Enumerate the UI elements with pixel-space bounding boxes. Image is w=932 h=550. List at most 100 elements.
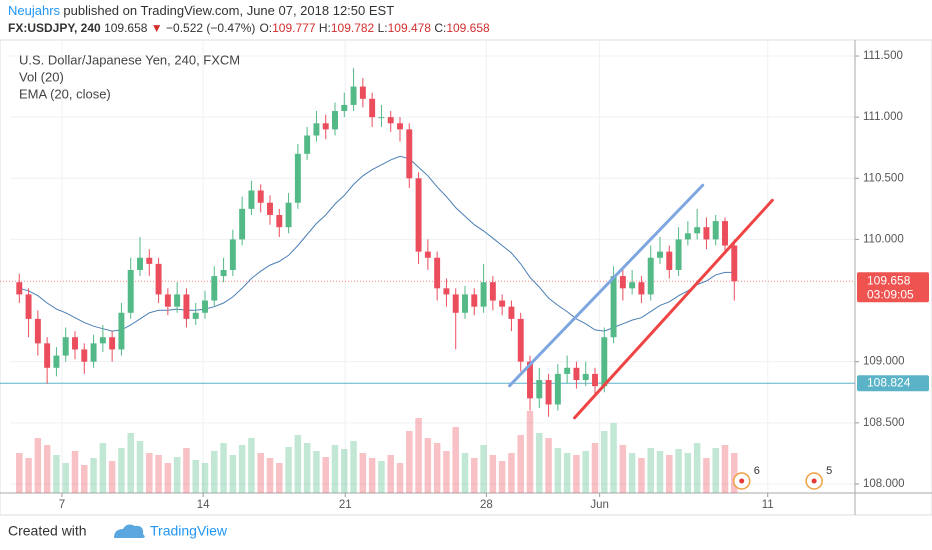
x-tick-label: 21 (339, 499, 352, 511)
volume-bar (229, 455, 237, 493)
candle-body (536, 380, 543, 399)
volume-bar (415, 418, 422, 493)
volume-bar (25, 458, 32, 493)
volume-bar (536, 433, 543, 493)
x-tick-label: 28 (480, 499, 493, 511)
volume-bar (684, 453, 692, 493)
candle-body (350, 86, 357, 105)
volume-bar (703, 458, 710, 493)
volume-bar (359, 453, 367, 493)
volume-bar (192, 460, 199, 493)
logo[interactable] (114, 524, 145, 538)
volume-bar (34, 438, 42, 493)
candle-body (434, 257, 441, 289)
volume-bar (43, 445, 51, 493)
arrow: ▼ (151, 21, 163, 35)
volume-bar (563, 453, 571, 493)
h-value: 109.782 (331, 21, 375, 35)
candle-body (220, 269, 227, 277)
countdown-label: 03:09:05 (867, 287, 914, 301)
candle-body (239, 208, 246, 240)
volume-bar (591, 443, 599, 493)
candle-body (387, 117, 394, 124)
candle-body (471, 294, 478, 307)
candle-body (25, 294, 32, 319)
y-tick-label: 111.000 (863, 111, 903, 123)
trendline (508, 183, 705, 388)
author[interactable]: Neujahrs (8, 3, 61, 18)
legend-vol: Vol (20) (19, 69, 64, 84)
volume-bar (443, 451, 450, 493)
volume-bar (16, 453, 23, 493)
candle-body (415, 178, 422, 252)
volume-bar (53, 455, 60, 493)
h-label: H: (319, 21, 331, 35)
volume-bar (146, 453, 153, 493)
candle-body (517, 318, 524, 362)
legend-main: U.S. Dollar/Japanese Yen, 240, FXCM (19, 52, 240, 67)
event-label: 5 (826, 465, 832, 477)
candle-body (229, 239, 236, 270)
x-tick-label: 7 (59, 499, 65, 511)
volume-bar (155, 455, 162, 493)
candle-body (499, 300, 506, 307)
volume-bar (656, 451, 664, 493)
candle-body (397, 123, 403, 130)
last-price-tag (857, 272, 929, 303)
volume-bar (238, 445, 246, 493)
candle-body (285, 202, 292, 228)
volume-bar (666, 455, 673, 493)
y-tick-label: 108.000 (863, 478, 905, 490)
footer-created: Created with (8, 523, 87, 539)
candle-body (554, 373, 561, 405)
candle-body (712, 221, 719, 240)
volume-bar (721, 445, 729, 493)
volume-bar (211, 451, 218, 493)
footer-brand[interactable]: TradingView (150, 523, 228, 539)
volume-bar (81, 465, 88, 493)
x-tick-label: Jun (590, 499, 609, 511)
candle-body (694, 227, 701, 234)
event-label: 6 (754, 465, 760, 477)
volume-bar (693, 443, 701, 493)
hline-label: 108.824 (867, 375, 911, 389)
hline-tag (857, 375, 929, 392)
header-line: Neujahrs published on TradingView.com, J… (8, 3, 394, 18)
volume-bar (257, 453, 264, 493)
volume-bar (378, 461, 385, 493)
symbol: FX:USDJPY, 240 (8, 21, 101, 35)
volume-bar (396, 463, 404, 493)
candle-body (34, 318, 41, 344)
candle-body (722, 221, 728, 246)
candle-body (211, 276, 218, 301)
candle-body (62, 337, 69, 356)
volume-bar (638, 458, 645, 493)
volume-bar (582, 451, 589, 493)
candle-body (202, 300, 208, 313)
y-tick-label: 111.500 (863, 50, 903, 62)
volume-bar (647, 448, 654, 493)
symbol-line: FX:USDJPY, 240 109.658 ▼ −0.522 (−0.47%)… (8, 21, 490, 35)
y-tick-label: 109.000 (863, 356, 905, 368)
event-dot (739, 478, 745, 484)
candle-body (480, 282, 487, 307)
candle-body (248, 190, 255, 209)
candle-body (424, 251, 431, 258)
volume-bar (183, 448, 190, 493)
volume-bar (628, 453, 636, 493)
l-label: L: (378, 21, 388, 35)
volume-bar (508, 453, 515, 493)
volume-bar (99, 443, 107, 493)
candle-body (109, 337, 116, 350)
candle-body (582, 373, 589, 381)
volume-bar (554, 448, 562, 493)
candle-body (267, 202, 273, 215)
candle-body (174, 294, 181, 307)
candle-body (573, 367, 580, 381)
change: −0.522 (−0.47%) (166, 21, 255, 35)
candle-body (99, 337, 106, 344)
y-tick-label: 110.500 (863, 172, 904, 184)
candle-body (489, 282, 496, 301)
candle-body (610, 276, 617, 338)
